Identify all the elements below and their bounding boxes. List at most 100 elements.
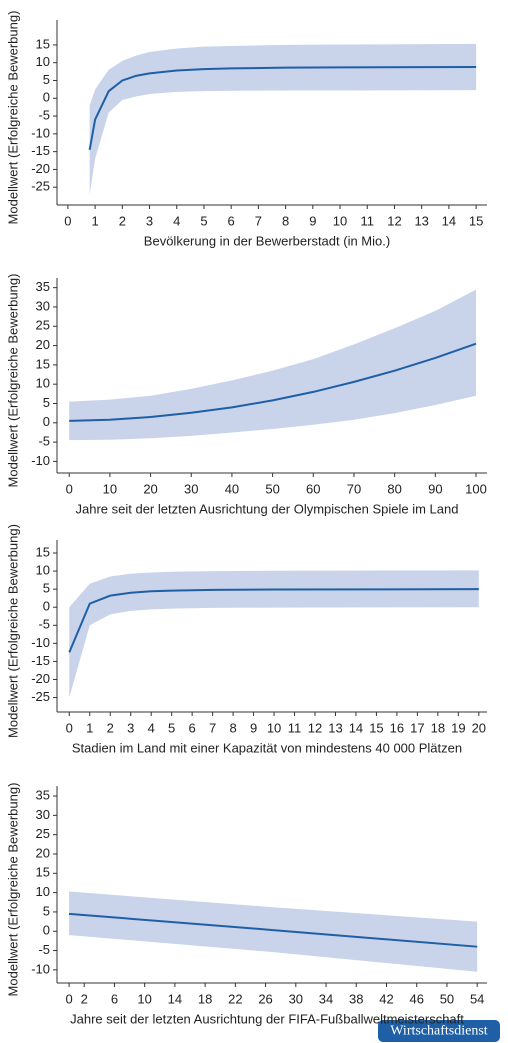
x-tick-label: 2 xyxy=(107,720,114,735)
y-tick-label: -25 xyxy=(31,179,50,194)
x-tick-label: 3 xyxy=(127,720,134,735)
line xyxy=(69,912,478,948)
confidence-band xyxy=(69,289,477,441)
x-tick-label: 22 xyxy=(228,991,242,1006)
y-tick-label: -15 xyxy=(31,653,50,668)
y-tick-label: 35 xyxy=(36,279,50,294)
y-tick-label: 5 xyxy=(43,395,50,410)
x-tick-label: 20 xyxy=(472,720,486,735)
x-tick-label: 100 xyxy=(465,481,487,496)
y-axis-label: Modellwert (Erfolgreiche Bewerbung) xyxy=(5,783,20,997)
confidence-band xyxy=(69,891,478,972)
y-tick-label: 20 xyxy=(36,337,50,352)
x-tick-label: 10 xyxy=(267,720,281,735)
y-tick-label: 10 xyxy=(36,376,50,391)
x-tick-label: 8 xyxy=(229,720,236,735)
y-tick-label: 25 xyxy=(36,826,50,841)
x-tick-label: 30 xyxy=(184,481,198,496)
x-tick-label: 5 xyxy=(168,720,175,735)
y-tick-label: 10 xyxy=(36,884,50,899)
x-tick-label: 17 xyxy=(410,720,424,735)
y-tick-label: 30 xyxy=(36,298,50,313)
y-tick-label: -10 xyxy=(31,125,50,140)
x-tick-label: 20 xyxy=(143,481,157,496)
x-tick-label: 38 xyxy=(349,991,363,1006)
confidence-band xyxy=(69,570,479,698)
x-axis-label: Bevölkerung in der Bewerberstadt (in Mio… xyxy=(144,233,390,248)
x-tick-label: 46 xyxy=(409,991,423,1006)
x-tick-label: 8 xyxy=(282,213,289,228)
y-tick-label: 25 xyxy=(36,318,50,333)
x-tick-label: 12 xyxy=(308,720,322,735)
y-tick-label: -5 xyxy=(38,617,50,632)
x-tick-label: 10 xyxy=(333,213,347,228)
y-tick-label: -15 xyxy=(31,143,50,158)
x-tick-label: 13 xyxy=(328,720,342,735)
y-tick-label: 15 xyxy=(36,36,50,51)
x-tick-label: 10 xyxy=(137,991,151,1006)
x-tick-label: 0 xyxy=(66,720,73,735)
x-tick-label: 18 xyxy=(431,720,445,735)
x-tick-label: 42 xyxy=(379,991,393,1006)
x-tick-label: 14 xyxy=(168,991,182,1006)
y-tick-label: 5 xyxy=(43,903,50,918)
y-tick-label: 35 xyxy=(36,787,50,802)
x-tick-label: 5 xyxy=(200,213,207,228)
x-tick-label: 90 xyxy=(428,481,442,496)
y-tick-label: 15 xyxy=(36,544,50,559)
y-tick-label: 15 xyxy=(36,356,50,371)
x-tick-label: 1 xyxy=(86,720,93,735)
x-tick-label: 14 xyxy=(442,213,456,228)
y-axis-label: Modellwert (Erfolgreiche Bewerbung) xyxy=(5,274,20,488)
x-tick-label: 6 xyxy=(189,720,196,735)
y-tick-label: -5 xyxy=(38,107,50,122)
x-tick-label: 6 xyxy=(111,991,118,1006)
y-tick-label: -20 xyxy=(31,671,50,686)
x-tick-label: 18 xyxy=(198,991,212,1006)
y-tick-label: -10 xyxy=(31,635,50,650)
y-tick-label: 10 xyxy=(36,563,50,578)
x-tick-label: 3 xyxy=(146,213,153,228)
x-tick-label: 10 xyxy=(103,481,117,496)
x-tick-label: 70 xyxy=(347,481,361,496)
x-tick-label: 11 xyxy=(361,213,375,228)
y-tick-label: -20 xyxy=(31,161,50,176)
x-tick-label: 2 xyxy=(119,213,126,228)
y-tick-label: -10 xyxy=(31,961,50,976)
x-tick-label: 12 xyxy=(387,213,401,228)
y-axis-label: Modellwert (Erfolgreiche Bewerbung) xyxy=(5,11,20,225)
x-tick-label: 0 xyxy=(65,991,72,1006)
y-tick-label: -5 xyxy=(38,942,50,957)
brand: Wirtschaftsdienst xyxy=(390,1024,488,1039)
y-tick-label: 5 xyxy=(43,581,50,596)
x-tick-label: 9 xyxy=(250,720,257,735)
x-tick-label: 15 xyxy=(369,720,383,735)
x-tick-label: 34 xyxy=(319,991,333,1006)
confidence-band xyxy=(89,43,477,195)
y-tick-label: -5 xyxy=(38,434,50,449)
x-tick-label: 1 xyxy=(91,213,98,228)
x-tick-label: 11 xyxy=(288,720,302,735)
y-tick-label: 0 xyxy=(43,90,50,105)
x-axis-label: Stadien im Land mit einer Kapazität von … xyxy=(72,740,462,755)
x-tick-label: 30 xyxy=(289,991,303,1006)
x-axis-label: Jahre seit der letzten Ausrichtung der O… xyxy=(76,501,459,516)
y-tick-label: 20 xyxy=(36,845,50,860)
x-tick-label: 19 xyxy=(451,720,465,735)
x-tick-label: 26 xyxy=(258,991,272,1006)
line xyxy=(69,342,477,422)
x-tick-label: 0 xyxy=(66,481,73,496)
x-tick-label: 7 xyxy=(209,720,216,735)
y-tick-label: -10 xyxy=(31,453,50,468)
x-tick-label: 7 xyxy=(255,213,262,228)
y-tick-label: 0 xyxy=(43,923,50,938)
x-tick-label: 60 xyxy=(306,481,320,496)
x-tick-label: 40 xyxy=(225,481,239,496)
x-tick-label: 50 xyxy=(440,991,454,1006)
x-tick-label: 4 xyxy=(173,213,180,228)
x-tick-label: 15 xyxy=(469,213,483,228)
x-tick-label: 80 xyxy=(387,481,401,496)
y-tick-label: 0 xyxy=(43,414,50,429)
y-tick-label: 30 xyxy=(36,807,50,822)
